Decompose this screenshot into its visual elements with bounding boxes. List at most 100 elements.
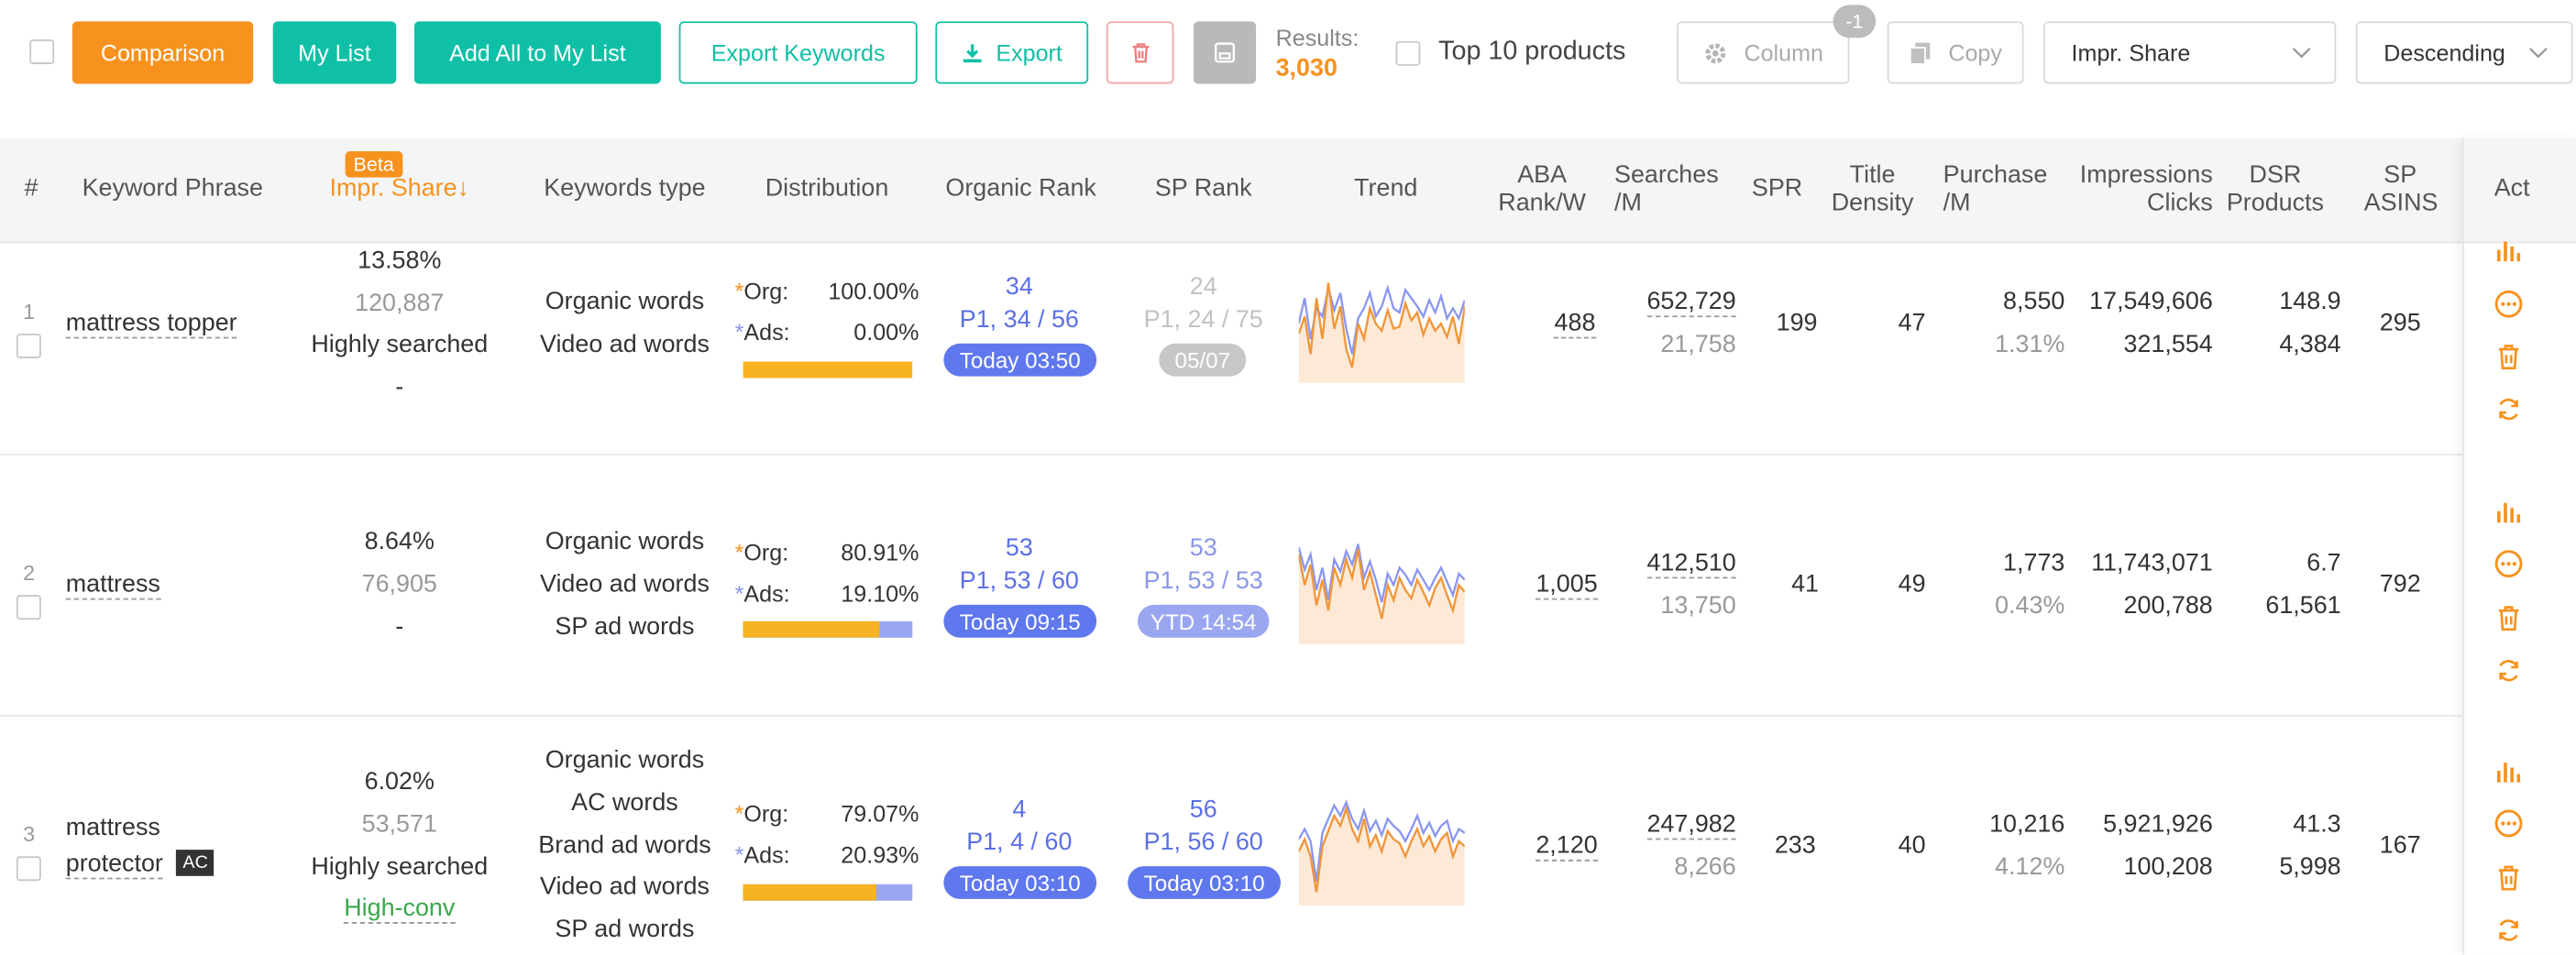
impr-count: 53,571 [361, 810, 437, 839]
header-trend: Trend [1354, 174, 1418, 203]
results-label: Results: [1275, 24, 1360, 51]
trend-sparkline[interactable] [1298, 536, 1465, 644]
header-impressions[interactable]: Impressions Clicks [2058, 161, 2213, 217]
header-spr[interactable]: SPR [1751, 174, 1803, 203]
purchase-value: 8,550 [2003, 287, 2065, 316]
purchase-percent: 0.43% [1995, 591, 2065, 620]
select-all-checkbox[interactable] [29, 39, 55, 64]
distribution-bar-organic [743, 361, 913, 379]
header-organic-rank[interactable]: Organic Rank [945, 174, 1096, 203]
keyword-text: mattress [65, 813, 160, 842]
copy-button[interactable]: Copy [1887, 21, 2024, 84]
header-sp-line1: SP [2383, 160, 2417, 190]
header-sp-rank[interactable]: SP Rank [1154, 174, 1252, 203]
header-keyword[interactable]: Keyword Phrase [82, 174, 263, 203]
clicks-value: 321,554 [2123, 330, 2213, 358]
spr-value: 41 [1791, 570, 1820, 598]
sp-time-badge: Today 03:10 [1128, 866, 1281, 899]
add-all-to-my-list-button[interactable]: Add All to My List [413, 21, 661, 84]
header-searches[interactable]: Searches/M [1604, 161, 1739, 217]
org-percent: 79.07% [841, 800, 919, 828]
my-list-button[interactable]: My List [272, 21, 397, 84]
impressions-value: 17,549,606 [2089, 287, 2213, 316]
searches[interactable]: 412,510 [1627, 548, 1736, 579]
header-purchase[interactable]: Purchase/M [1937, 161, 2062, 217]
asterisk-icon: * [734, 539, 744, 565]
more-icon[interactable] [2493, 290, 2523, 319]
bar-chart-icon[interactable] [2493, 497, 2523, 526]
trend-line-ads [1298, 543, 1465, 603]
refresh-icon[interactable] [2493, 916, 2523, 945]
export-keywords-button[interactable]: Export Keywords [678, 21, 918, 84]
organic-rank[interactable]: 53 [1005, 533, 1033, 563]
bar-chart-icon[interactable] [2493, 235, 2523, 264]
trend-sparkline[interactable] [1298, 274, 1465, 383]
asterisk-icon: * [734, 318, 744, 346]
searches[interactable]: 247,982 [1627, 810, 1736, 840]
sort-order-value: Descending [2383, 39, 2505, 66]
organic-rank[interactable]: 34 [1005, 272, 1033, 302]
header-sp-asins[interactable]: SP ASINS [2364, 160, 2438, 217]
top10-checkbox[interactable] [1395, 40, 1421, 66]
searches[interactable]: 652,729 [1627, 287, 1736, 318]
keyword-phrase[interactable]: mattress [66, 814, 160, 841]
purchase-percent: 1.31% [1995, 330, 2065, 358]
more-icon[interactable] [2493, 549, 2523, 578]
impr-count: 120,887 [355, 289, 445, 318]
impressions-value: 5,921,926 [2103, 810, 2213, 839]
trend-line-organic [1298, 282, 1465, 368]
keyword-text: protector [65, 850, 163, 880]
impr-count: 76,905 [361, 570, 437, 598]
org-label-text: Org: [743, 539, 789, 565]
trash-icon[interactable] [2493, 603, 2523, 632]
organic-rank[interactable]: 4 [1012, 795, 1027, 824]
organic-time-badge: Today 03:10 [943, 866, 1097, 899]
header-impr-share[interactable]: Impr. Share↓ [309, 174, 490, 202]
sp-rank[interactable]: 24 [1189, 272, 1217, 302]
searches-sub: 21,758 [1660, 330, 1736, 358]
aba-rank[interactable]: 2,120 [1521, 831, 1613, 862]
export-button[interactable]: Export [935, 21, 1089, 84]
save-button[interactable] [1193, 21, 1257, 84]
refresh-icon[interactable] [2493, 656, 2523, 686]
asterisk-icon: * [734, 841, 744, 868]
trend-sparkline[interactable] [1298, 797, 1465, 906]
delete-button[interactable] [1106, 21, 1174, 84]
sp-rank[interactable]: 56 [1189, 795, 1217, 824]
row-checkbox[interactable] [16, 334, 41, 358]
sort-order-select[interactable]: Descending [2355, 21, 2573, 84]
comparison-button[interactable]: Comparison [72, 21, 254, 84]
sort-field-select[interactable]: Impr. Share [2043, 21, 2337, 84]
title-density-value: 47 [1898, 309, 1926, 337]
header-title-density[interactable]: Title Density [1825, 161, 1921, 217]
header-dsr[interactable]: DSR Products [2219, 161, 2331, 217]
header-purchase-line2: /M [1943, 189, 1971, 217]
keyword-phrase-line2[interactable]: protector AC [65, 850, 215, 880]
keyword-phrase[interactable]: mattress [65, 570, 160, 600]
keyword-type: Organic words [545, 527, 705, 556]
row-checkbox[interactable] [16, 595, 41, 620]
aba-rank[interactable]: 1,005 [1521, 570, 1613, 600]
org-label: *Org: [735, 539, 789, 565]
trash-icon[interactable] [2493, 342, 2523, 371]
ads-label-text: Ads: [743, 580, 790, 607]
header-aba-rank[interactable]: ABA Rank/W [1492, 161, 1591, 217]
sp-asins-value: 792 [2379, 570, 2421, 598]
impressions-value: 11,743,071 [2091, 548, 2213, 577]
row-checkbox[interactable] [16, 856, 41, 882]
sp-time-badge: YTD 14:54 [1137, 604, 1270, 638]
header-impr-line2: Clicks [2147, 189, 2213, 217]
aba-rank[interactable]: 488 [1529, 309, 1621, 339]
keyword-type: Brand ad words [538, 831, 711, 860]
column-button[interactable]: Column [1677, 21, 1850, 84]
keyword-phrase[interactable]: mattress topper [65, 309, 237, 339]
header-act: Act [2493, 174, 2530, 203]
refresh-icon[interactable] [2493, 394, 2523, 423]
row-divider [0, 715, 2466, 717]
trash-icon[interactable] [2493, 862, 2523, 892]
ads-label: *Ads: [735, 841, 790, 868]
ads-label-text: Ads: [743, 318, 790, 346]
bar-chart-icon[interactable] [2493, 756, 2523, 785]
sp-rank[interactable]: 53 [1189, 533, 1217, 563]
more-icon[interactable] [2493, 808, 2523, 838]
